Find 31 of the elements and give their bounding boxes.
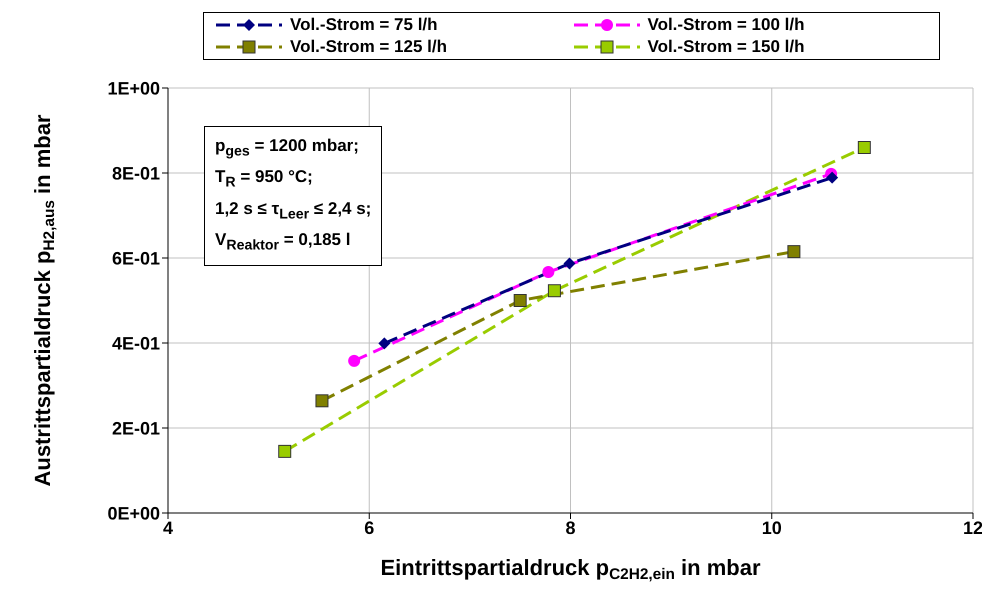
point xyxy=(858,141,871,154)
legend-label: Vol.-Strom = 75 l/h xyxy=(290,15,438,35)
x-tick-label: 6 xyxy=(364,518,374,538)
point xyxy=(826,172,838,184)
annotation: T$_{R}$ = 950 °C; xyxy=(215,166,314,193)
y-tick-label: 6E-01 xyxy=(112,248,160,268)
annotation: p$_{ges}$ = 1200 mbar; xyxy=(215,135,360,162)
legend-label: Vol.-Strom = 150 l/h xyxy=(648,37,804,57)
x-axis-title: Eintrittspartialdruck p$_{C2H2,ein}$ in mbar xyxy=(380,555,761,583)
x-tick-label: 4 xyxy=(162,518,174,538)
point xyxy=(348,354,360,367)
x-tick-label: 10 xyxy=(762,518,782,538)
annotation: V$_{Reaktor}$ = 0,185 l xyxy=(215,229,352,256)
x-tick-label: 12 xyxy=(962,518,982,538)
point xyxy=(563,258,576,270)
point xyxy=(315,394,328,408)
y-tick-label: 2E-01 xyxy=(112,418,160,438)
point xyxy=(548,284,561,298)
point xyxy=(278,444,292,458)
legend-label: Vol.-Strom = 100 l/h xyxy=(648,15,804,35)
y-tick-label: 1E+00 xyxy=(107,78,160,98)
annotation: 1,2 s ≤ τ$_{Leer}$ ≤ 2,4 s; xyxy=(215,198,372,224)
point xyxy=(542,266,554,278)
y-tick-label: 0E+00 xyxy=(107,503,160,524)
point xyxy=(378,337,390,350)
y-tick-label: 8E-01 xyxy=(112,163,160,184)
x-tick-label: 8 xyxy=(565,518,576,538)
y-tick-label: 4E-01 xyxy=(112,333,160,354)
point xyxy=(514,294,527,307)
point xyxy=(787,245,800,258)
legend-label: Vol.-Strom = 125 l/h xyxy=(290,37,447,57)
